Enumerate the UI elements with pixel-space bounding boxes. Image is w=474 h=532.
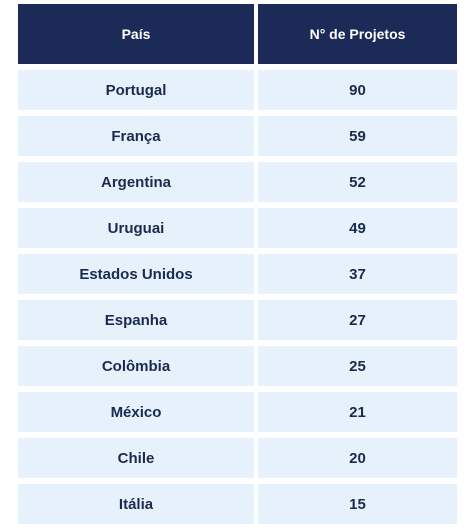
country-cell: Estados Unidos xyxy=(18,254,254,294)
projects-table: País N° de Projetos Portugal 90 França 5… xyxy=(18,4,457,530)
table-row: França 59 xyxy=(18,116,457,156)
table-row: Espanha 27 xyxy=(18,300,457,340)
projects-cell: 90 xyxy=(258,70,457,110)
projects-cell: 59 xyxy=(258,116,457,156)
projects-cell: 15 xyxy=(258,484,457,524)
table-row: Portugal 90 xyxy=(18,70,457,110)
table-header-row: País N° de Projetos xyxy=(18,4,457,64)
country-cell: México xyxy=(18,392,254,432)
table-row: Argentina 52 xyxy=(18,162,457,202)
country-cell: Argentina xyxy=(18,162,254,202)
table-row: Itália 15 xyxy=(18,484,457,524)
projects-cell: 20 xyxy=(258,438,457,478)
country-cell: Uruguai xyxy=(18,208,254,248)
country-cell: Chile xyxy=(18,438,254,478)
table-row: México 21 xyxy=(18,392,457,432)
table-row: Estados Unidos 37 xyxy=(18,254,457,294)
projects-cell: 27 xyxy=(258,300,457,340)
country-cell: Portugal xyxy=(18,70,254,110)
country-cell: Espanha xyxy=(18,300,254,340)
projects-cell: 37 xyxy=(258,254,457,294)
country-cell: Colômbia xyxy=(18,346,254,386)
table-row: Colômbia 25 xyxy=(18,346,457,386)
projects-cell: 52 xyxy=(258,162,457,202)
table-row: Chile 20 xyxy=(18,438,457,478)
projects-cell: 21 xyxy=(258,392,457,432)
header-projects: N° de Projetos xyxy=(258,4,457,64)
projects-cell: 49 xyxy=(258,208,457,248)
country-cell: França xyxy=(18,116,254,156)
country-cell: Itália xyxy=(18,484,254,524)
table-row: Uruguai 49 xyxy=(18,208,457,248)
header-country: País xyxy=(18,4,254,64)
projects-cell: 25 xyxy=(258,346,457,386)
